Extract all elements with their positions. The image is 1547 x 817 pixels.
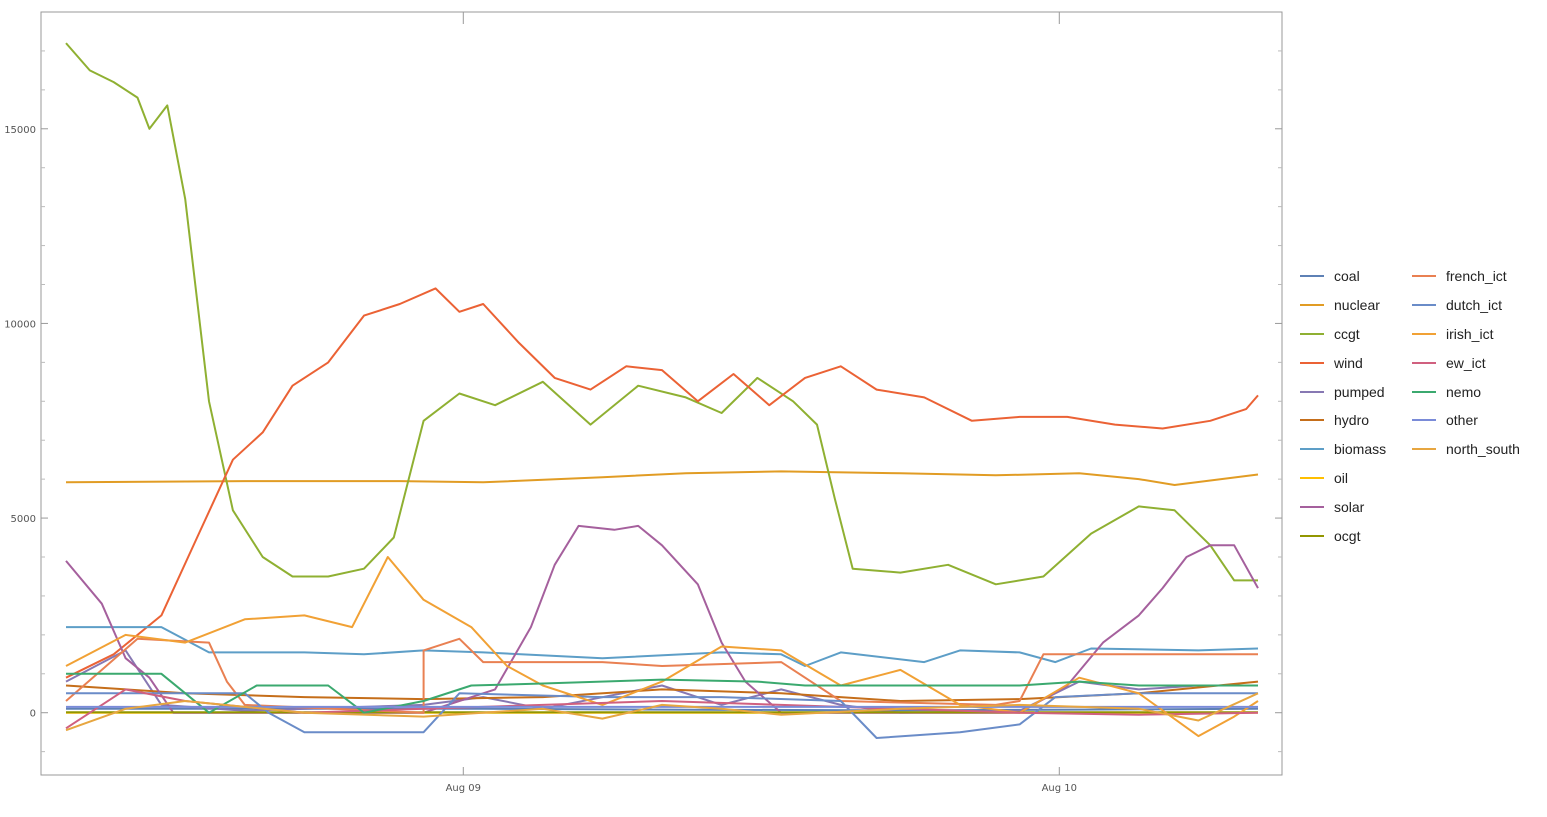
legend-item-pumped: pumped bbox=[1300, 377, 1386, 406]
legend-swatch bbox=[1300, 448, 1324, 451]
series-line-ccgt bbox=[65, 42, 1258, 586]
legend-item-north-south: north_south bbox=[1412, 435, 1520, 464]
legend-swatch bbox=[1300, 476, 1324, 479]
legend-item-oil: oil bbox=[1300, 464, 1386, 493]
legend-swatch bbox=[1412, 332, 1436, 335]
legend-swatch bbox=[1300, 534, 1324, 537]
ticks-layer: 0 5000 10000 15000 Aug 09 Aug 10 bbox=[4, 12, 1282, 794]
series-line-ew-ict bbox=[65, 688, 1259, 730]
y-tick-label: 10000 bbox=[4, 319, 36, 330]
legend-label: biomass bbox=[1334, 441, 1387, 458]
legend-item-hydro: hydro bbox=[1300, 406, 1386, 435]
legend-label: nuclear bbox=[1334, 297, 1380, 314]
legend-label: other bbox=[1446, 412, 1478, 429]
legend-swatch bbox=[1412, 448, 1436, 451]
legend-item-ocgt: ocgt bbox=[1300, 521, 1386, 550]
legend-swatch bbox=[1300, 275, 1324, 278]
legend-item-other: other bbox=[1412, 406, 1520, 435]
series-layer bbox=[65, 42, 1259, 739]
legend-swatch bbox=[1412, 361, 1436, 364]
legend-label: coal bbox=[1334, 268, 1360, 285]
legend-label: ocgt bbox=[1334, 527, 1361, 544]
series-line-biomass bbox=[66, 626, 1259, 667]
legend-label: solar bbox=[1334, 498, 1365, 515]
legend-column-1: coal nuclear ccgt wind pumped hydro biomass oil… bbox=[1300, 262, 1386, 550]
y-tick-label: 0 bbox=[30, 709, 36, 720]
legend-item-dutch-ict: dutch_ict bbox=[1412, 291, 1520, 320]
legend-item-french-ict: french_ict bbox=[1412, 262, 1520, 291]
legend-item-ccgt: ccgt bbox=[1300, 320, 1386, 349]
legend-label: north_south bbox=[1446, 441, 1520, 458]
y-tick-label: 15000 bbox=[4, 125, 36, 136]
legend-label: hydro bbox=[1334, 412, 1370, 429]
legend-item-nuclear: nuclear bbox=[1300, 291, 1386, 320]
series-line-wind bbox=[65, 287, 1259, 679]
plot-frame bbox=[40, 11, 1283, 776]
legend-label: ccgt bbox=[1334, 325, 1360, 342]
legend-swatch bbox=[1300, 332, 1324, 335]
legend-label: pumped bbox=[1334, 383, 1385, 400]
legend-item-nemo: nemo bbox=[1412, 377, 1520, 406]
legend-swatch bbox=[1300, 304, 1324, 307]
legend-swatch bbox=[1412, 390, 1436, 393]
legend-label: nemo bbox=[1446, 383, 1482, 400]
legend-label: ew_ict bbox=[1446, 354, 1486, 371]
legend-item-wind: wind bbox=[1300, 348, 1386, 377]
legend-swatch bbox=[1300, 505, 1324, 508]
legend-item-ew-ict: ew_ict bbox=[1412, 348, 1520, 377]
series-line-north-south bbox=[65, 692, 1259, 732]
legend-label: french_ict bbox=[1446, 268, 1507, 285]
series-line-nuclear bbox=[65, 470, 1259, 486]
series-line-nemo bbox=[66, 672, 1258, 714]
x-tick-label: Aug 09 bbox=[446, 783, 481, 794]
series-line-irish-ict bbox=[65, 556, 1259, 738]
legend-item-solar: solar bbox=[1300, 492, 1386, 521]
legend-swatch bbox=[1300, 390, 1324, 393]
legend-item-biomass: biomass bbox=[1300, 435, 1386, 464]
legend-label: dutch_ict bbox=[1446, 297, 1503, 314]
y-tick-label: 5000 bbox=[11, 514, 36, 525]
legend-swatch bbox=[1300, 419, 1324, 422]
legend-item-coal: coal bbox=[1300, 262, 1386, 291]
legend-swatch bbox=[1412, 304, 1436, 307]
legend-swatch bbox=[1300, 361, 1324, 364]
legend-item-irish-ict: irish_ict bbox=[1412, 320, 1520, 349]
legend-label: oil bbox=[1334, 469, 1349, 486]
legend-label: wind bbox=[1334, 354, 1363, 371]
series-line-french-ict bbox=[65, 637, 1258, 714]
x-tick-label: Aug 10 bbox=[1042, 783, 1077, 794]
legend-swatch bbox=[1412, 419, 1436, 422]
legend-label: irish_ict bbox=[1446, 325, 1494, 342]
legend-swatch bbox=[1412, 275, 1436, 278]
